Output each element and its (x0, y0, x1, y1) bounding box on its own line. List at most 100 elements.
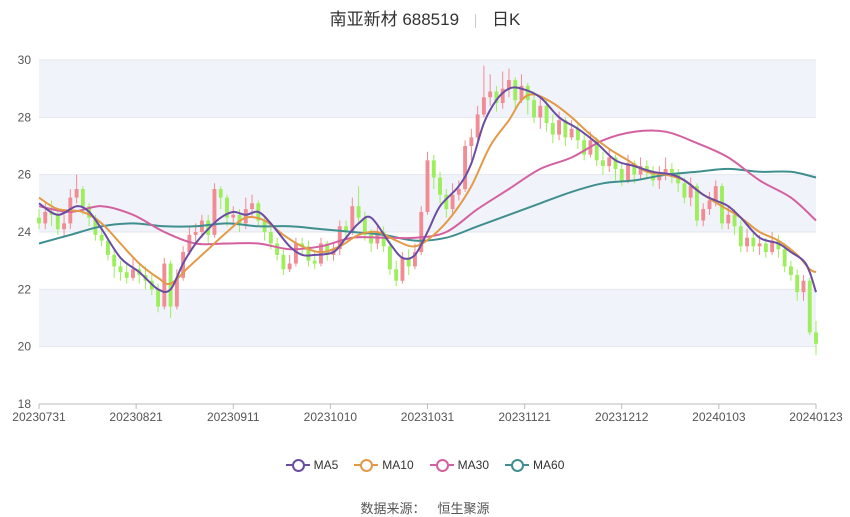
candle-down (218, 189, 223, 198)
candle-up (413, 252, 417, 267)
source-provider: 恒生聚源 (437, 501, 490, 516)
candle-down (387, 246, 392, 270)
x-tick-label: 20231121 (498, 410, 551, 424)
candle-up (463, 146, 468, 189)
candle-up (745, 237, 750, 247)
candle-down (168, 263, 173, 307)
candle-up (701, 209, 706, 221)
candle-down (112, 254, 117, 267)
candle-down (494, 91, 499, 103)
legend-marker-icon (505, 459, 530, 472)
x-tick-label: 20240123 (789, 410, 843, 424)
candle-down (275, 243, 280, 255)
candle-up (663, 168, 668, 175)
candle-up (243, 209, 248, 224)
candle-up (469, 137, 474, 146)
y-tick-label: 28 (18, 110, 32, 124)
y-tick-label: 26 (18, 168, 32, 182)
ma5-line (38, 86, 817, 293)
candle-up (488, 91, 493, 98)
candle-up (174, 277, 179, 307)
ma60-line (38, 167, 817, 245)
candle-down (676, 174, 681, 184)
candle-down (431, 160, 436, 178)
candle-down (795, 275, 800, 293)
candle-down (738, 226, 743, 247)
candle-up (757, 243, 762, 247)
candle-down (118, 266, 123, 273)
legend: MA5 MA10 MA30 MA60 (0, 458, 850, 474)
candle-down (80, 189, 85, 207)
candle-down (312, 260, 317, 264)
candle-up (713, 186, 718, 201)
x-tick-label: 20230911 (207, 410, 260, 424)
candle-down (644, 166, 649, 172)
legend-item-ma30[interactable]: MA30 (429, 458, 489, 472)
candle-down (720, 186, 724, 224)
candle-up (319, 243, 323, 264)
candle-down (763, 243, 768, 253)
candle-down (344, 226, 348, 232)
candle-down (751, 237, 756, 247)
candle-up (450, 194, 455, 210)
candle-down (300, 243, 305, 247)
moving-average-lines (38, 86, 817, 293)
candle-up (400, 257, 405, 281)
candle-down (613, 157, 618, 169)
candle-down (594, 140, 599, 161)
candle-down (525, 85, 530, 101)
x-tick-label: 20240103 (692, 410, 746, 424)
candle-up (350, 206, 355, 232)
candle-up (162, 263, 167, 307)
data-source: 数据来源： 恒生聚源 (0, 498, 850, 517)
candle-down (362, 217, 367, 235)
candle-up (688, 186, 693, 198)
candle-down (444, 194, 449, 210)
candle-down (268, 232, 273, 244)
candle-up (231, 214, 236, 218)
candle-down (369, 234, 374, 244)
candle-up (293, 243, 298, 264)
legend-marker-icon (285, 459, 310, 472)
candle-down (807, 280, 812, 333)
legend-item-ma60[interactable]: MA60 (505, 458, 564, 472)
candle-up (519, 85, 524, 101)
candle-down (356, 206, 361, 218)
x-tick-label: 20230821 (109, 410, 163, 424)
y-tick-label: 20 (18, 340, 32, 354)
candle-down (782, 249, 787, 267)
legend-item-ma10[interactable]: MA10 (354, 458, 414, 472)
candle-down (619, 168, 624, 181)
x-tick-label: 20231031 (401, 410, 455, 424)
candle-down (381, 232, 386, 247)
candle-down (682, 183, 687, 198)
candle-up (193, 232, 198, 235)
legend-item-ma5[interactable]: MA5 (285, 458, 339, 472)
candle-down (438, 177, 442, 195)
candle-up (425, 160, 430, 212)
candle-down (788, 266, 793, 275)
candle-down (601, 160, 605, 167)
candle-down (325, 243, 330, 255)
axes: 18 20 22 24 26 28 30 20230731 20230821 20230911 20… (12, 53, 843, 424)
candle-down (99, 234, 104, 241)
legend-label: MA5 (313, 458, 339, 472)
candle-up (507, 80, 511, 89)
candle-down (732, 214, 737, 227)
candle-up (657, 174, 662, 181)
candle-up (500, 88, 505, 103)
candle-up (726, 214, 731, 224)
candle-down (124, 272, 129, 278)
background-bands (39, 60, 816, 347)
candle-down (550, 123, 555, 135)
candle-down (281, 254, 286, 270)
candle-down (237, 214, 242, 224)
candle-down (776, 240, 781, 250)
candle-up (456, 189, 461, 195)
y-tick-label: 22 (18, 282, 32, 296)
legend-marker-icon (354, 459, 379, 472)
candle-down (814, 332, 818, 344)
legend-label: MA60 (533, 458, 565, 472)
candle-down (532, 100, 536, 118)
